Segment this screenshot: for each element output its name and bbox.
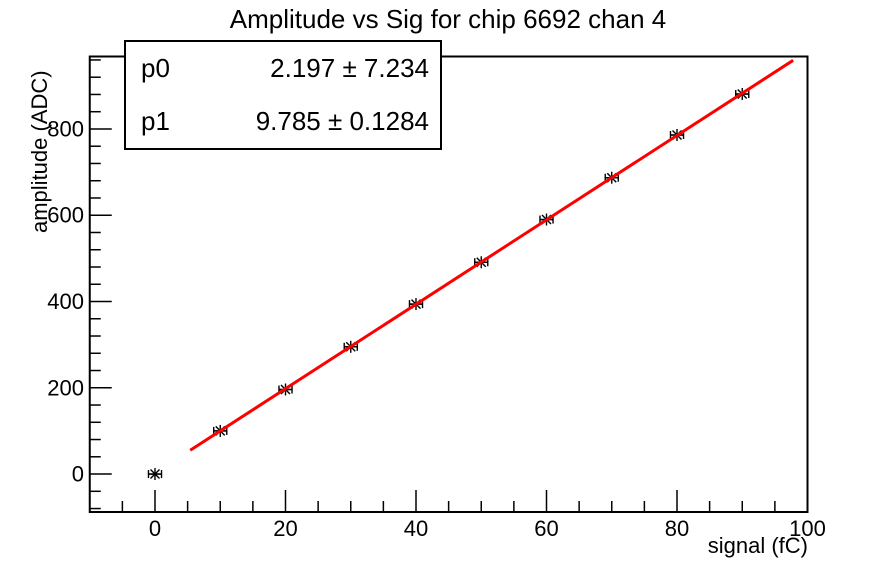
x-tick-label: 40 [404, 516, 428, 541]
y-tick-label: 800 [47, 116, 84, 141]
y-tick-label: 400 [47, 289, 84, 314]
y-tick-label: 200 [47, 375, 84, 400]
fit-line [189, 59, 794, 452]
y-tick-label: 0 [72, 462, 84, 487]
y-axis-title: amplitude (ADC) [27, 70, 52, 233]
stat-param-name: p0 [141, 53, 170, 83]
stat-row-p1: p1 9.785 ± 0.1284 [126, 106, 440, 137]
x-tick-label: 100 [789, 516, 826, 541]
x-tick-label: 20 [273, 516, 297, 541]
x-axis-title: signal (fC) [707, 533, 808, 558]
stat-row-p0: p0 2.197 ± 7.234 [126, 53, 440, 84]
stat-param-value: 2.197 ± 7.234 [270, 53, 429, 83]
data-point-marker [150, 469, 160, 480]
plot-title: Amplitude vs Sig for chip 6692 chan 4 [229, 4, 667, 34]
x-tick-label: 0 [149, 516, 161, 541]
stat-param-name: p1 [141, 106, 170, 136]
x-tick-label: 60 [534, 516, 558, 541]
y-tick-label: 600 [47, 203, 84, 228]
x-tick-label: 80 [665, 516, 689, 541]
stat-param-value: 9.785 ± 0.1284 [255, 106, 429, 136]
fit-stats-box: p0 2.197 ± 7.234 p1 9.785 ± 0.1284 [124, 40, 442, 150]
